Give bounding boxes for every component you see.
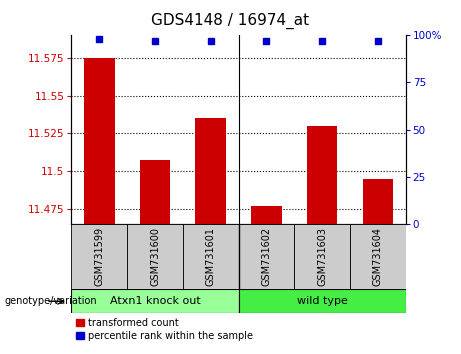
Bar: [140, 160, 170, 224]
Text: wild type: wild type: [297, 296, 348, 306]
Text: GSM731602: GSM731602: [261, 227, 272, 286]
Bar: [71, 289, 239, 313]
Bar: [350, 224, 406, 289]
Text: GSM731600: GSM731600: [150, 227, 160, 286]
Text: GSM731599: GSM731599: [95, 227, 104, 286]
Bar: [71, 224, 127, 289]
Bar: [238, 224, 294, 289]
Bar: [238, 289, 406, 313]
Bar: [362, 178, 393, 224]
Text: Atxn1 knock out: Atxn1 knock out: [110, 296, 201, 306]
Text: genotype/variation: genotype/variation: [5, 296, 97, 306]
Bar: [84, 58, 115, 224]
Bar: [127, 224, 183, 289]
Text: GSM731601: GSM731601: [206, 227, 216, 286]
Legend: transformed count, percentile rank within the sample: transformed count, percentile rank withi…: [77, 318, 253, 341]
Bar: [195, 118, 226, 224]
Bar: [251, 206, 282, 224]
Text: GSM731604: GSM731604: [373, 227, 383, 286]
Bar: [307, 126, 337, 224]
Bar: [294, 224, 350, 289]
Bar: [183, 224, 238, 289]
Text: GSM731603: GSM731603: [317, 227, 327, 286]
Text: GDS4148 / 16974_at: GDS4148 / 16974_at: [151, 12, 310, 29]
